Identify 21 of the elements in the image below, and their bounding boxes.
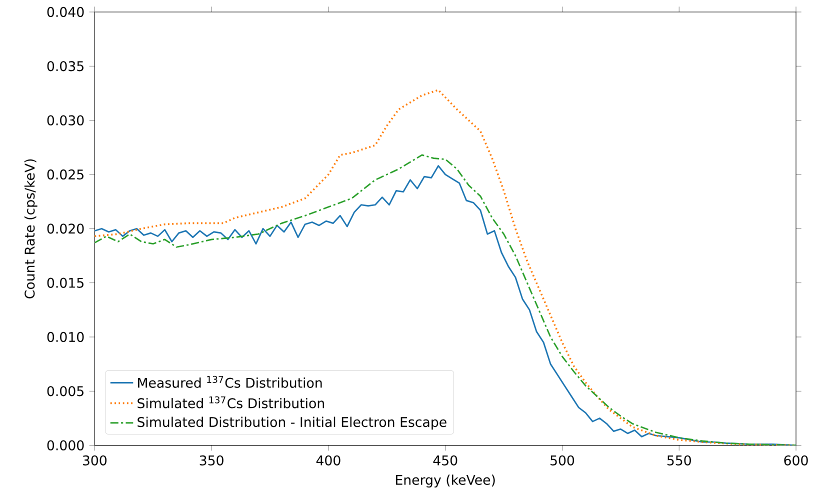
x-axis-title: Energy (keVee)	[396, 474, 495, 488]
y-axis-title: Count Rate (cps/keV)	[24, 160, 38, 299]
y-tick-label: 0.015	[47, 278, 84, 288]
x-tick-label: 400	[316, 456, 340, 466]
y-tick-label: 0.040	[47, 7, 84, 18]
legend-label: Simulated Distribution - Initial Electron Escape	[138, 416, 446, 430]
y-tick-label: 0.000	[47, 440, 84, 451]
y-tick-label: 0.025	[47, 170, 84, 180]
x-tick-label: 300	[82, 456, 107, 466]
x-tick-label: 350	[200, 456, 224, 466]
x-tick-label: 600	[784, 456, 808, 466]
x-tick-label: 500	[550, 456, 574, 466]
legend-label: Simulated $^{137}$Cs Distribution	[138, 396, 324, 408]
y-tick-label: 0.035	[47, 61, 84, 72]
y-tick-label: 0.010	[47, 332, 84, 342]
x-tick-label: 550	[667, 456, 691, 466]
y-tick-label: 0.005	[47, 386, 84, 396]
y-tick-label: 0.020	[47, 224, 84, 234]
x-tick-label: 450	[433, 456, 458, 466]
legend-label: Measured $^{137}$Cs Distribution	[138, 376, 322, 388]
y-tick-label: 0.030	[47, 115, 84, 126]
